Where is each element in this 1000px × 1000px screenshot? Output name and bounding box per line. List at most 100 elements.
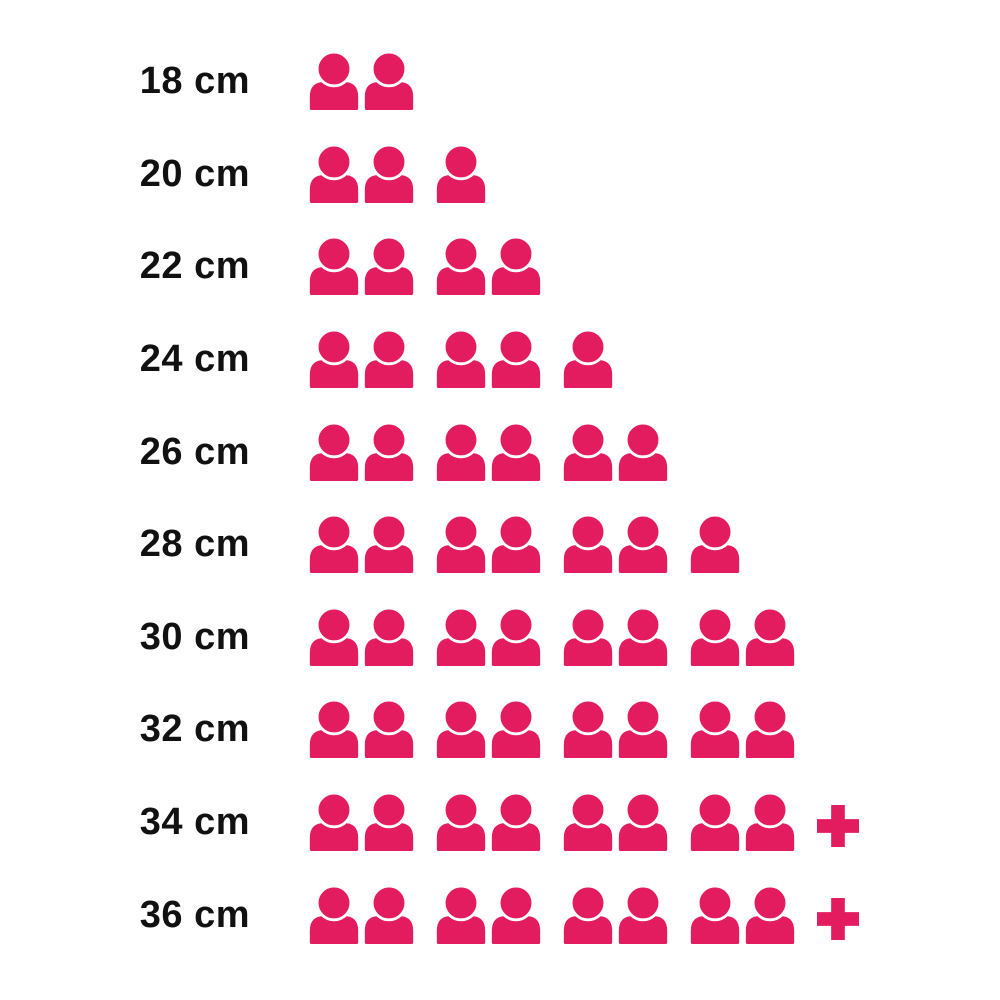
icon-group — [309, 237, 414, 296]
icon-track — [309, 607, 795, 666]
row-label: 32 cm — [139, 708, 250, 751]
icon-group — [563, 607, 668, 666]
icon-group — [309, 330, 414, 389]
icon-group — [436, 793, 541, 852]
person-icon — [436, 885, 486, 944]
person-icon — [364, 793, 414, 852]
person-icon — [491, 885, 541, 944]
person-icon — [563, 885, 613, 944]
person-icon — [309, 793, 359, 852]
icon-track — [309, 700, 795, 759]
icon-group — [563, 793, 668, 852]
pictogram-row: 24 cm — [0, 313, 1000, 406]
icon-group — [563, 700, 668, 759]
person-icon — [491, 793, 541, 852]
person-icon — [309, 52, 359, 111]
icon-track — [309, 144, 486, 203]
person-icon — [690, 515, 740, 574]
icon-group — [309, 885, 414, 944]
person-icon — [563, 700, 613, 759]
icon-group — [436, 607, 541, 666]
person-icon — [364, 422, 414, 481]
person-icon — [436, 607, 486, 666]
person-icon — [364, 144, 414, 203]
pictogram-row: 22 cm — [0, 220, 1000, 313]
row-label: 34 cm — [139, 801, 250, 844]
icon-group — [309, 700, 414, 759]
row-label: 18 cm — [139, 60, 250, 103]
person-icon — [436, 700, 486, 759]
person-icon — [491, 330, 541, 389]
person-icon — [436, 793, 486, 852]
row-label: 28 cm — [139, 523, 250, 566]
icon-group — [309, 52, 414, 111]
icon-track — [309, 793, 859, 852]
icon-group — [309, 515, 414, 574]
person-icon — [436, 422, 486, 481]
person-icon — [364, 237, 414, 296]
person-icon — [491, 515, 541, 574]
person-icon — [309, 515, 359, 574]
person-icon — [618, 793, 668, 852]
icon-group — [690, 515, 740, 574]
person-icon — [491, 607, 541, 666]
icon-group — [436, 515, 541, 574]
person-icon — [436, 237, 486, 296]
person-icon — [563, 422, 613, 481]
person-icon — [618, 515, 668, 574]
row-label: 26 cm — [139, 430, 250, 473]
icon-track — [309, 515, 740, 574]
person-icon — [745, 700, 795, 759]
person-icon — [309, 144, 359, 203]
person-icon — [618, 422, 668, 481]
pictogram-row: 20 cm — [0, 128, 1000, 221]
person-icon — [309, 422, 359, 481]
icon-group — [690, 700, 795, 759]
person-icon — [436, 515, 486, 574]
person-icon — [690, 885, 740, 944]
plus-icon — [817, 805, 859, 848]
person-icon — [309, 607, 359, 666]
icon-track — [309, 330, 613, 389]
pictogram-row: 28 cm — [0, 498, 1000, 591]
icon-group — [563, 515, 668, 574]
person-icon — [745, 793, 795, 852]
person-icon — [364, 700, 414, 759]
icon-group — [309, 144, 414, 203]
person-icon — [364, 330, 414, 389]
person-icon — [309, 237, 359, 296]
pictogram-row: 30 cm — [0, 591, 1000, 684]
person-icon — [364, 885, 414, 944]
pictogram-row: 18 cm — [0, 35, 1000, 128]
row-label: 24 cm — [139, 338, 250, 381]
person-icon — [364, 52, 414, 111]
person-icon — [618, 700, 668, 759]
plus-icon — [817, 897, 859, 940]
person-icon — [309, 700, 359, 759]
icon-group — [436, 885, 541, 944]
row-label: 30 cm — [139, 615, 250, 658]
icon-track — [309, 52, 414, 111]
pictogram-row: 34 cm — [0, 776, 1000, 869]
person-icon — [563, 330, 613, 389]
person-icon — [563, 793, 613, 852]
pictogram-row: 36 cm — [0, 868, 1000, 961]
icon-track — [309, 885, 859, 944]
pictogram-row: 32 cm — [0, 683, 1000, 776]
person-icon — [745, 607, 795, 666]
icon-group — [563, 422, 668, 481]
icon-track — [309, 237, 541, 296]
icon-track — [309, 422, 668, 481]
row-label: 22 cm — [139, 245, 250, 288]
icon-group — [309, 607, 414, 666]
person-icon — [690, 793, 740, 852]
row-label: 36 cm — [139, 893, 250, 936]
person-icon — [364, 607, 414, 666]
icon-group — [436, 237, 541, 296]
icon-group — [436, 330, 541, 389]
icon-group — [436, 422, 541, 481]
person-icon — [491, 700, 541, 759]
person-icon — [745, 885, 795, 944]
person-icon — [309, 885, 359, 944]
person-icon — [364, 515, 414, 574]
